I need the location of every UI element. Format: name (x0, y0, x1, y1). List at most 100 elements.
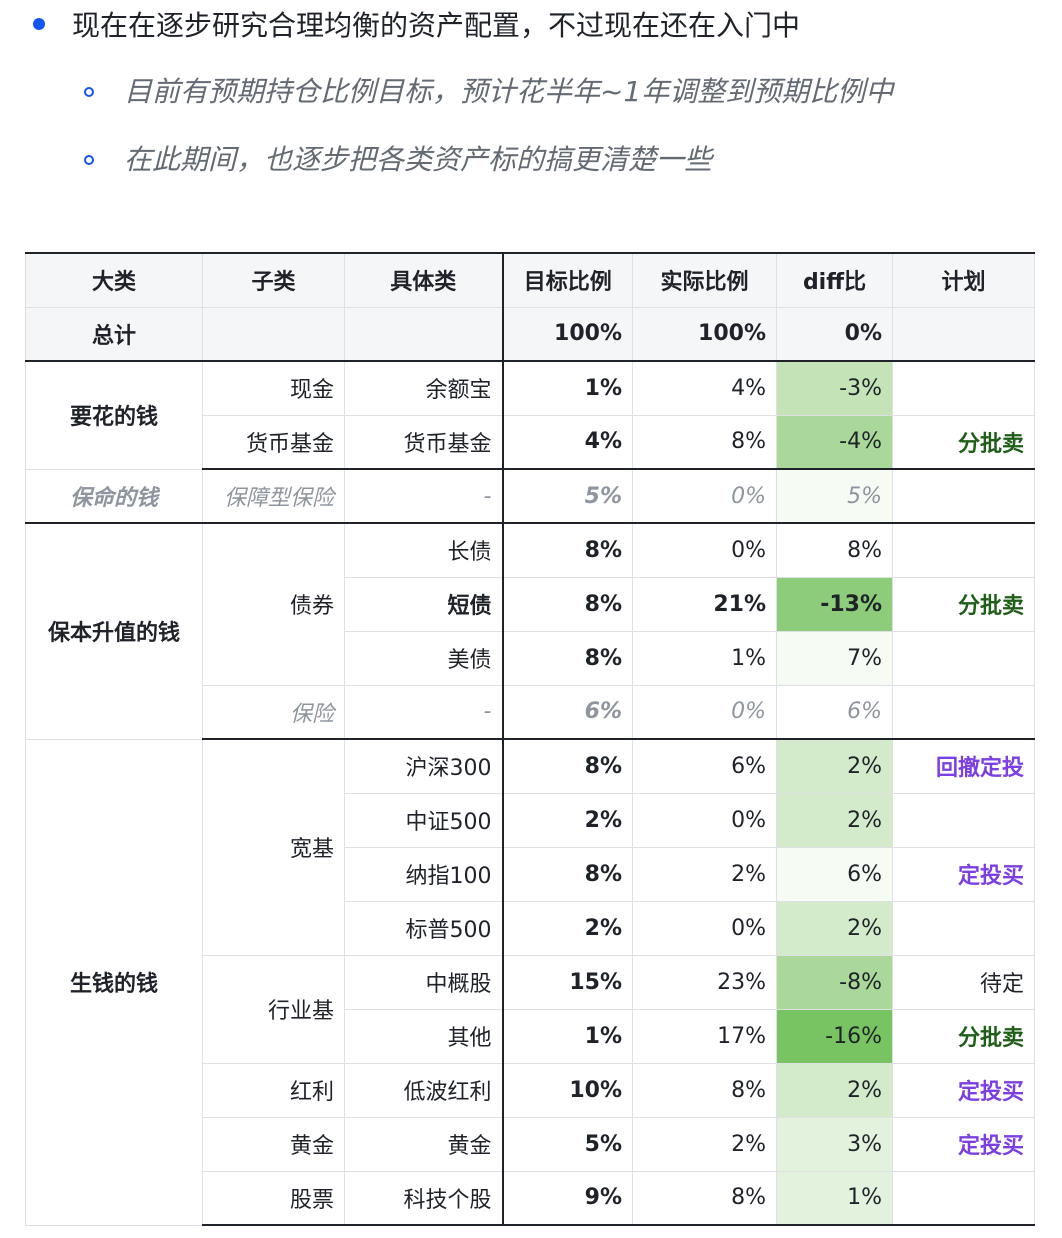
subcategory-cell: 股票 (202, 1170, 345, 1226)
actual-cell: 0% (632, 792, 777, 848)
subcategory-cell: 现金 (202, 360, 345, 416)
diff-cell: -13% (776, 576, 893, 632)
table-row: 美债 8% 1% 7% (26, 630, 1035, 686)
diff-cell: 2% (776, 738, 893, 794)
target-cell: 10% (501, 1062, 633, 1118)
header-diff: diff比 (776, 252, 893, 308)
diff-cell: -3% (776, 360, 893, 416)
target-cell: 5% (501, 1116, 633, 1172)
note-main: 现在在逐步研究合理均衡的资产配置，不过现在还在入门中 (72, 9, 801, 42)
actual-cell: 17% (632, 1008, 777, 1064)
header-actual: 实际比例 (632, 252, 777, 308)
category-cell: 保命的钱 (25, 468, 203, 524)
specific-cell: 低波红利 (344, 1062, 503, 1118)
diff-cell: -8% (776, 954, 893, 1010)
table-row: 短债 8% 21% -13% 分批卖 (26, 576, 1035, 632)
bullet-circle-icon (84, 87, 94, 97)
target-cell: 2% (501, 900, 633, 956)
target-cell: 15% (501, 954, 633, 1010)
actual-cell: 8% (632, 1062, 777, 1118)
target-cell: 8% (501, 846, 633, 902)
diff-cell: 1% (776, 1170, 893, 1226)
target-cell: 9% (501, 1170, 633, 1226)
table-row: 中证500 2% 0% 2% (26, 792, 1035, 848)
empty-cell (202, 306, 345, 362)
empty-cell (344, 306, 503, 362)
subcategory-cell: 货币基金 (202, 414, 345, 470)
diff-cell: 7% (776, 630, 893, 686)
total-row: 总计 100% 100% 0% (25, 306, 1035, 362)
total-label: 总计 (25, 306, 203, 362)
plan-cell (892, 792, 1035, 848)
specific-cell: 余额宝 (344, 360, 503, 416)
specific-cell: 中证500 (344, 792, 503, 848)
total-actual: 100% (632, 306, 777, 362)
specific-cell: 纳指100 (344, 846, 503, 902)
table-row: 其他 1% 17% -16% 分批卖 (26, 1008, 1035, 1064)
table-row: 生钱的钱 宽基 沪深300 8% 6% 2% 回撤定投 (25, 738, 1035, 1226)
target-cell: 5% (501, 468, 633, 524)
subcategory-cell: 保障型保险 (202, 468, 345, 524)
specific-cell: 黄金 (344, 1116, 503, 1172)
plan-cell: 定投买 (892, 1062, 1035, 1118)
actual-cell: 2% (632, 846, 777, 902)
table-row: 货币基金 货币基金 4% 8% -4% 分批卖 (26, 414, 1035, 470)
target-cell: 8% (501, 576, 633, 632)
subcategory-cell: 宽基 (202, 738, 345, 956)
total-diff: 0% (776, 306, 893, 362)
actual-cell: 0% (632, 522, 777, 578)
plan-cell (892, 630, 1035, 686)
diff-cell: 3% (776, 1116, 893, 1172)
plan-cell: 分批卖 (892, 1008, 1035, 1064)
note-sub-2: 在此期间，也逐步把各类资产标的搞更清楚一些 (124, 143, 713, 176)
diff-cell: 5% (776, 468, 893, 524)
asset-allocation-table: 大类 子类 具体类 目标比例 实际比例 diff比 计划 总计 100% 100… (25, 252, 1035, 1226)
diff-cell: -4% (776, 414, 893, 470)
target-cell: 8% (501, 522, 633, 578)
table-row: 红利 低波红利 10% 8% 2% 定投买 (26, 1062, 1035, 1118)
actual-cell: 1% (632, 630, 777, 686)
total-target: 100% (501, 306, 633, 362)
specific-cell: 货币基金 (344, 414, 503, 470)
actual-cell: 8% (632, 1170, 777, 1226)
target-cell: 8% (501, 738, 633, 794)
bullet-dot-icon (33, 18, 45, 30)
actual-cell: 21% (632, 576, 777, 632)
subcategory-cell: 债券 (202, 522, 345, 686)
subcategory-cell: 红利 (202, 1062, 345, 1118)
table-row: 保本升值的钱 债券 长债 8% 0% 8% (25, 522, 1035, 740)
plan-cell: 待定 (892, 954, 1035, 1010)
plan-cell (892, 360, 1035, 416)
plan-cell: 分批卖 (892, 414, 1035, 470)
plan-cell (892, 684, 1035, 740)
plan-cell: 分批卖 (892, 576, 1035, 632)
actual-cell: 4% (632, 360, 777, 416)
header-category: 大类 (25, 252, 203, 308)
table-header-row: 大类 子类 具体类 目标比例 实际比例 diff比 计划 (25, 252, 1035, 308)
specific-cell: 短债 (344, 576, 503, 632)
header-specific: 具体类 (344, 252, 503, 308)
diff-cell: 6% (776, 846, 893, 902)
plan-cell (892, 468, 1035, 524)
table-row: 黄金 黄金 5% 2% 3% 定投买 (26, 1116, 1035, 1172)
specific-cell: 科技个股 (344, 1170, 503, 1226)
empty-cell (892, 306, 1035, 362)
specific-cell: 其他 (344, 1008, 503, 1064)
note-sub-1: 目前有预期持仓比例目标，预计花半年~1年调整到预期比例中 (124, 75, 894, 108)
actual-cell: 8% (632, 414, 777, 470)
bullet-circle-icon (84, 155, 94, 165)
target-cell: 6% (501, 684, 633, 740)
table-row: 要花的钱 现金 余额宝 1% 4% -3% (25, 360, 1035, 470)
table-row: 纳指100 8% 2% 6% 定投买 (26, 846, 1035, 902)
plan-cell: 定投买 (892, 846, 1035, 902)
table-row: 保命的钱 保障型保险 - 5% 0% 5% (25, 468, 1035, 524)
subcategory-cell: 保险 (202, 684, 345, 740)
category-cell: 保本升值的钱 (25, 522, 203, 740)
diff-cell: 8% (776, 522, 893, 578)
subcategory-cell: 黄金 (202, 1116, 345, 1172)
specific-cell: 中概股 (344, 954, 503, 1010)
diff-cell: 2% (776, 792, 893, 848)
table-row: 股票 科技个股 9% 8% 1% (26, 1170, 1035, 1226)
actual-cell: 23% (632, 954, 777, 1010)
category-cell: 要花的钱 (25, 360, 203, 470)
